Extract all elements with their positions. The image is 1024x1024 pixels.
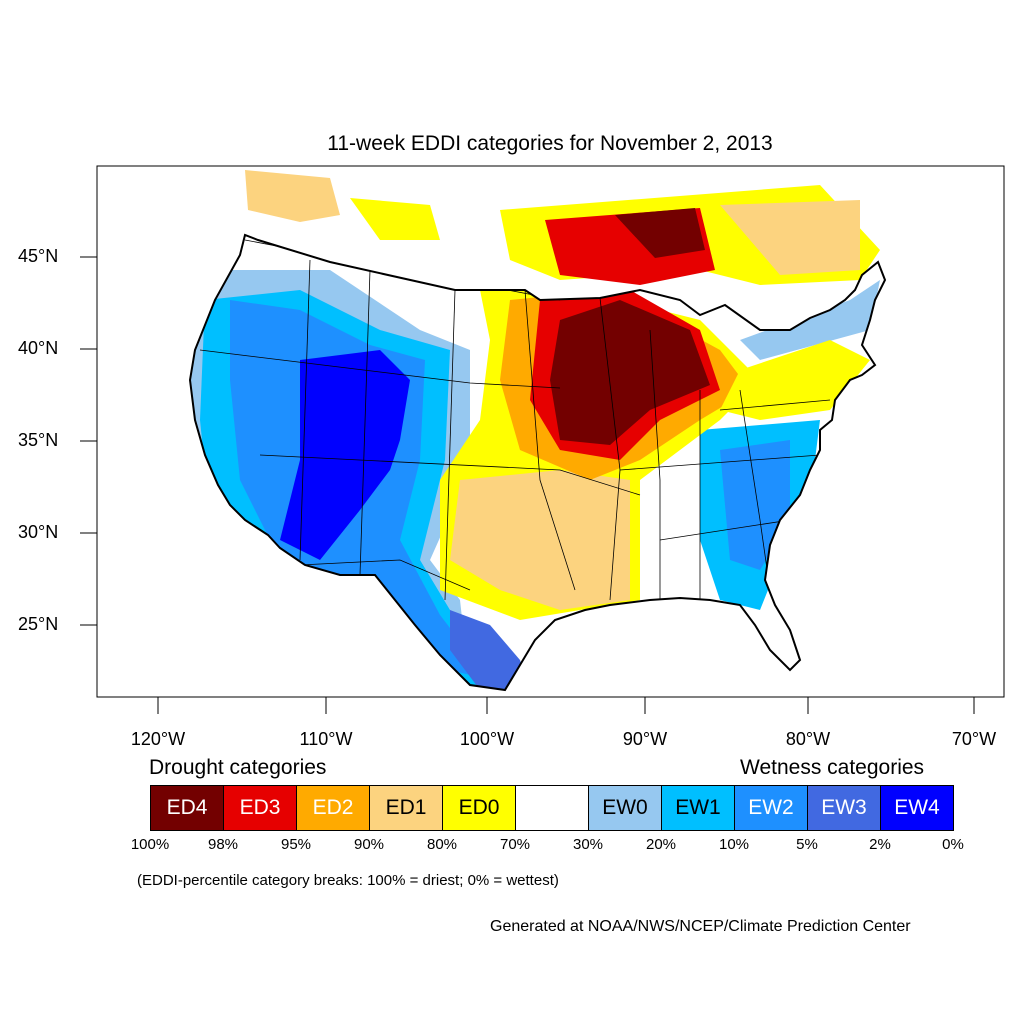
legend-swatch-ed1: ED1 [369,785,443,831]
lon-label-110: 110°W [299,729,353,749]
percent-break: 100% [130,836,170,853]
canada-ed1-west [245,170,340,222]
axis-ticks [80,256,975,714]
percent-break: 10% [718,836,750,853]
category-note: (EDDI-percentile category breaks: 100% =… [137,872,559,889]
lat-label-30: 30°N [18,522,59,542]
legend-swatch-ew2: EW2 [734,785,808,831]
percent-break: 90% [353,836,385,853]
lon-label-80: 80°W [785,729,831,749]
percent-break: 95% [280,836,312,853]
state-boundary [619,454,821,471]
percent-break: 5% [796,836,818,853]
percent-break: 30% [572,836,604,853]
legend-swatch-ed0: ED0 [442,785,516,831]
canada-ed1-east [720,200,860,275]
legend-swatch-ed2: ED2 [296,785,370,831]
state-boundary [524,289,576,591]
state-boundary [259,454,641,496]
state-boundary [299,259,311,561]
region-northeast-ew0 [740,280,880,360]
region-west-ew4 [280,350,410,560]
credit-line: Generated at NOAA/NWS/NCEP/Climate Predi… [490,918,911,935]
lon-label-120: 120°W [130,729,186,749]
region-midwest-ed4 [550,300,710,445]
lat-label-35: 35°N [18,430,59,450]
state-boundary [299,559,471,591]
map-frame [96,165,1005,698]
canada-field [245,170,880,285]
state-boundary [659,519,791,541]
region-texas-ew3 [450,610,530,690]
legend-swatch-normal [515,785,589,831]
canada-ed4 [615,208,705,258]
state-boundary [199,349,561,389]
lat-label-25: 25°N [18,614,59,634]
state-lines [199,239,831,601]
canada-ed0-west [350,198,440,240]
percent-break: 0% [942,836,964,853]
percent-break: 2% [869,836,891,853]
legend-swatch-ed3: ED3 [223,785,297,831]
legend-swatch-ew4: EW4 [880,785,954,831]
legend-swatch-ew0: EW0 [588,785,662,831]
region-plains-ed1 [450,470,630,610]
legend-swatch-ew3: EW3 [807,785,881,831]
percent-break: 70% [499,836,531,853]
lat-label-40: 40°N [18,338,59,358]
lon-label-100: 100°W [459,729,515,749]
region-east-ed0 [720,340,870,420]
lat-label-45: 45°N [18,246,59,266]
coastline [188,233,887,692]
wetness-heading: Wetness categories [740,756,925,779]
state-boundary [359,269,371,576]
drought-heading: Drought categories [149,756,327,779]
percent-break: 98% [207,836,239,853]
percent-break: 20% [645,836,677,853]
state-boundary [444,289,456,601]
lon-label-90: 90°W [622,729,668,749]
map-title: 11-week EDDI categories for November 2, … [327,132,773,155]
legend-swatch-ew1: EW1 [661,785,735,831]
state-boundary [649,329,661,600]
lon-label-70: 70°W [951,729,997,749]
state-boundary [719,399,831,411]
percent-break: 80% [426,836,458,853]
legend-swatch-ed4: ED4 [150,785,224,831]
